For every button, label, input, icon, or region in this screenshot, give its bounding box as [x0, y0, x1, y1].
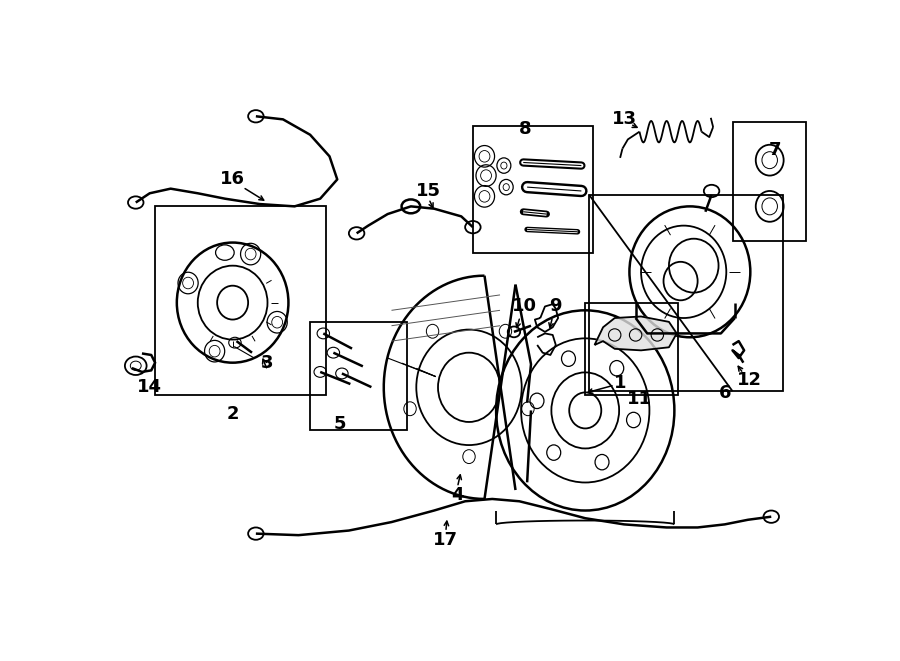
Bar [585, 303, 679, 395]
Text: 14: 14 [137, 378, 162, 397]
Bar [472, 126, 593, 253]
Text: 5: 5 [333, 415, 346, 433]
Text: 7: 7 [769, 141, 781, 159]
Text: 13: 13 [611, 110, 636, 128]
Text: 10: 10 [512, 297, 537, 315]
Text: 9: 9 [550, 297, 562, 315]
Bar [733, 122, 806, 241]
Text: 8: 8 [519, 120, 532, 138]
Text: 1: 1 [614, 375, 626, 393]
Text: 4: 4 [451, 486, 464, 504]
Polygon shape [595, 317, 677, 350]
Text: 6: 6 [718, 385, 731, 403]
Bar [155, 206, 326, 395]
Bar [310, 322, 407, 430]
Text: 2: 2 [227, 405, 239, 423]
Text: 3: 3 [261, 354, 274, 371]
Text: 15: 15 [416, 182, 441, 200]
Text: 11: 11 [627, 390, 652, 408]
Text: 12: 12 [737, 371, 762, 389]
Bar [590, 195, 783, 391]
Text: 17: 17 [433, 531, 458, 549]
Text: 16: 16 [220, 171, 245, 188]
